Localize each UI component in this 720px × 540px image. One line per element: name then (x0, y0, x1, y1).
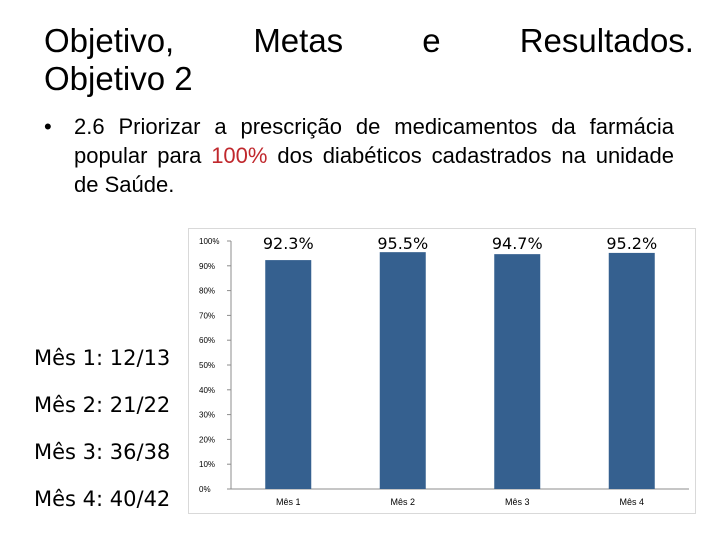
y-tick-label: 30% (199, 411, 215, 420)
data-label-3: 94.7% (492, 234, 543, 253)
title-word-4: Resultados. (519, 22, 694, 59)
y-tick-label: 40% (199, 386, 215, 395)
y-tick-label: 90% (199, 262, 215, 271)
y-tick-label: 60% (199, 336, 215, 345)
y-tick-label: 100% (199, 237, 219, 246)
x-tick-label-3: Mês 3 (505, 497, 530, 507)
bar-chart: 0% 10% 20% 30% 40% 50% 60% 70% 80% 90% 100% 92.3% Mê… (188, 228, 696, 514)
bullet-icon: • (44, 114, 52, 139)
bullet-text-after: dos diabéticos cadastrados na unidade de… (74, 143, 675, 197)
data-label-4: 95.2% (606, 234, 657, 253)
title-line-2: Objetivo 2 (44, 60, 193, 97)
bullet-text: 2.6 Priorizar a prescrição de medicament… (74, 112, 674, 199)
bar-2 (379, 252, 426, 489)
count-month-1: Mês 1: 12/13 (34, 346, 171, 370)
chart-canvas: 0% 10% 20% 30% 40% 50% 60% 70% 80% 90% 100% 92.3% Mê… (199, 234, 689, 507)
title-word-2: Metas (253, 22, 344, 59)
data-label-2: 95.5% (377, 234, 428, 253)
bar-4 (608, 252, 655, 489)
data-label-1: 92.3% (263, 234, 314, 253)
monthly-counts: Mês 1: 12/13 Mês 2: 21/22 Mês 3: 36/38 M… (34, 343, 170, 531)
bar-3 (494, 254, 541, 489)
count-month-3: Mês 3: 36/38 (34, 440, 171, 464)
x-tick-label-2: Mês 2 (390, 497, 415, 507)
bullet-item: • 2.6 Priorizar a prescrição de medicame… (44, 112, 674, 199)
x-tick-label-1: Mês 1 (276, 497, 301, 507)
y-tick-label: 20% (199, 435, 215, 444)
title-word-3: e (422, 22, 441, 59)
y-tick-label: 10% (199, 460, 215, 469)
y-tick-label: 0% (199, 485, 211, 494)
x-tick-label-4: Mês 4 (619, 497, 644, 507)
count-month-2: Mês 2: 21/22 (34, 393, 171, 417)
title-word-1: Objetivo, (44, 22, 175, 59)
y-tick-label: 50% (199, 361, 215, 370)
count-month-4: Mês 4: 40/42 (34, 487, 171, 511)
bar-1 (265, 260, 312, 489)
slide-title: Objetivo, Metas e Resultados. Objetivo 2 (44, 22, 694, 98)
y-tick-label: 70% (199, 311, 215, 320)
y-tick-label: 80% (199, 287, 215, 296)
title-line-1: Objetivo, Metas e Resultados. (44, 22, 694, 60)
bullet-text-before: 2.6 Priorizar a prescrição de medicament… (74, 114, 674, 168)
bullet-highlight: 100% (211, 143, 268, 168)
